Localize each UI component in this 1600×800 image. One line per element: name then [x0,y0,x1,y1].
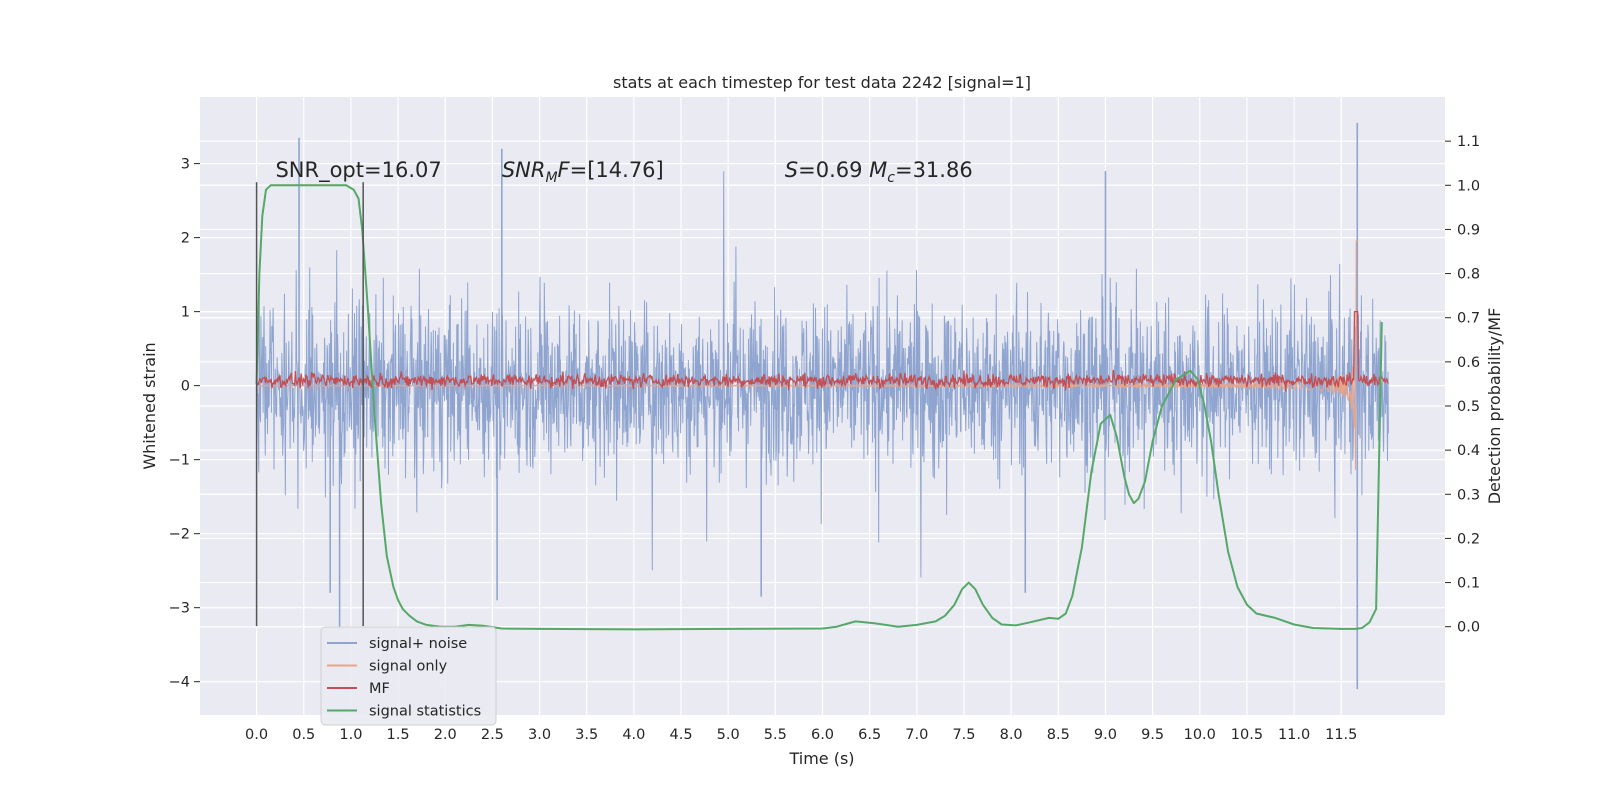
x-tick-label: 1.0 [339,727,362,743]
annotation-part: SNR [502,158,546,182]
x-tick-label: 1.5 [387,727,410,743]
y-right-tick-label: 0.2 [1457,531,1480,547]
series-signal-noise [256,122,1389,690]
y-right-tick-label: 0.0 [1457,620,1480,636]
y-tick-label: 3 [181,157,190,173]
x-tick-label: 5.5 [764,727,787,743]
x-tick-label: 10.0 [1184,727,1216,743]
x-tick-label: 6.5 [858,727,881,743]
legend-label: signal statistics [369,704,481,720]
x-tick-label: 2.5 [481,727,504,743]
x-tick-label: 11.5 [1325,727,1357,743]
y-tick-label: 2 [181,231,190,247]
x-axis-label: Time (s) [788,749,854,768]
x-tick-label: 7.0 [905,727,928,743]
y-right-tick-label: 0.8 [1457,267,1480,283]
x-tick-label: 0.5 [292,727,315,743]
series-layer [255,122,1389,690]
x-tick-label: 4.0 [622,727,645,743]
y-axis-label: Whitened strain [140,342,159,469]
y-tick-label: −1 [169,453,190,469]
y-tick-label: 1 [181,305,190,321]
y-tick-label: −3 [169,601,190,617]
x-tick-label: 11.0 [1278,727,1310,743]
y-right-tick-label: 1.0 [1457,178,1480,194]
x-tick-label: 8.5 [1047,727,1070,743]
chart-title: stats at each timestep for test data 224… [613,73,1031,92]
y-right-tick-label: 1.1 [1457,134,1480,150]
annotation-part: F [558,158,571,182]
y-right-tick-label: 0.3 [1457,487,1480,503]
annotation-part: =[14.76] [570,158,664,182]
tick-labels: 0.0 0.5 1.0 1.5 2.0 2.5 3.0 3.5 4.0 4.5 5.0 5.5 6.0 6… [169,134,1480,743]
annotation-text: SNR_opt=16.07 [275,158,441,183]
y-right-tick-label: 0.9 [1457,222,1480,238]
x-tick-label: 3.5 [575,727,598,743]
legend-label: signal only [369,659,448,675]
annotation-part: SNR_opt=16.07 [275,158,441,183]
x-tick-label: 7.5 [952,727,975,743]
x-tick-label: 2.0 [434,727,457,743]
y-right-tick-label: 0.6 [1457,355,1480,371]
annotation-part: c [887,170,895,186]
x-tick-label: 8.0 [1000,727,1023,743]
series-signal-only [256,239,1359,471]
annotation-text: SNRMF=[14.76] [502,158,664,186]
signal-noise-trace [256,171,1389,578]
x-tick-label: 5.0 [717,727,740,743]
legend: signal+ noise signal only MF signal statist… [320,626,497,726]
y-tick-label: −4 [169,675,190,691]
x-tick-label: 4.5 [669,727,692,743]
y-right-tick-label: 0.5 [1457,399,1480,415]
x-tick-label: 6.0 [811,727,834,743]
y-right-tick-label: 0.1 [1457,576,1480,592]
legend-label: MF [369,681,390,697]
x-tick-label: 9.0 [1094,727,1117,743]
annotation-part: S [785,158,798,182]
legend-box [320,626,497,726]
annotation-part: =31.86 [895,158,973,182]
y-tick-label: −2 [169,527,190,543]
annotation-text: S=0.69 Mc=31.86 [785,158,973,186]
series-signal-statistics [255,184,1383,631]
signal-statistics-line [255,184,1383,631]
x-tick-label: 3.0 [528,727,551,743]
y-tick-label: 0 [181,379,190,395]
legend-label: signal+ noise [369,636,467,652]
x-tick-label: 9.5 [1141,727,1164,743]
annotation-part: M [869,158,887,182]
annotation-part: M [545,170,557,186]
marker-lines [255,182,364,627]
y-axis-right-label: Detection probability/MF [1485,308,1504,505]
y-right-tick-label: 0.4 [1457,443,1480,459]
annotations: SNR_opt=16.07 SNRMF=[14.76] S=0.69 Mc=31.8… [275,158,972,186]
x-tick-label: 0.0 [245,727,268,743]
x-tick-label: 10.5 [1231,727,1263,743]
signal-only-trace [256,239,1359,471]
y-right-tick-label: 0.7 [1457,311,1480,327]
annotation-part: =0.69 [798,158,869,182]
